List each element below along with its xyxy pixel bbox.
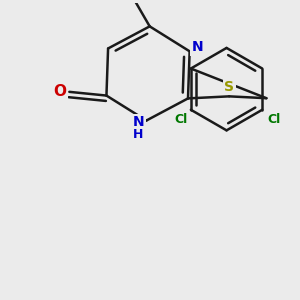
Text: Cl: Cl: [267, 113, 281, 126]
Text: O: O: [53, 84, 66, 99]
Text: H: H: [134, 128, 144, 141]
Text: S: S: [224, 80, 234, 94]
Text: N: N: [192, 40, 203, 54]
Text: N: N: [133, 116, 144, 130]
Text: Cl: Cl: [174, 113, 188, 126]
